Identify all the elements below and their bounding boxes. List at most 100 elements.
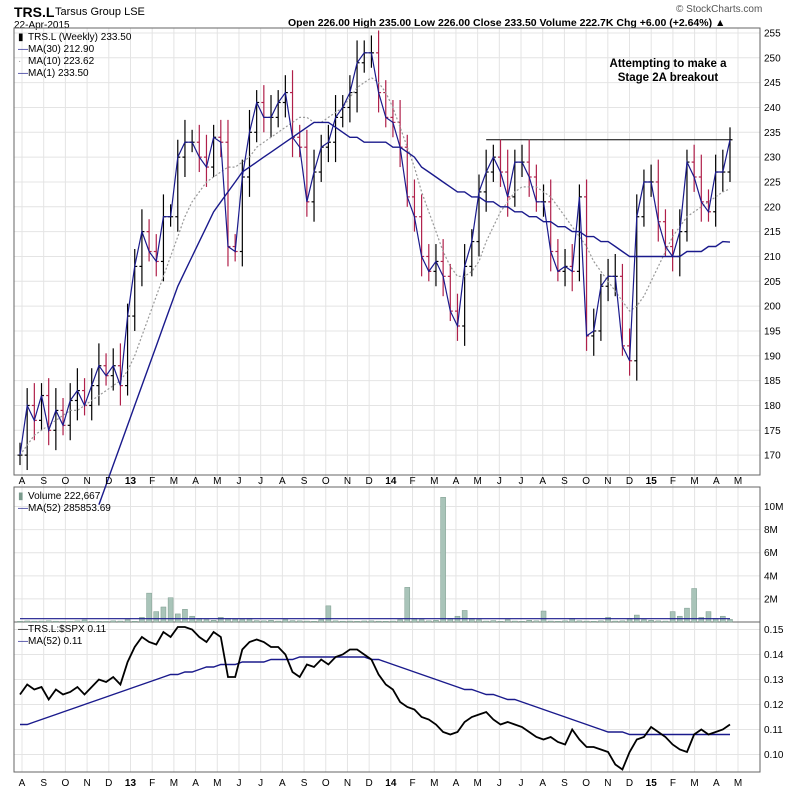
price-tick-label: 220 [764,202,781,213]
price-bar [282,75,288,118]
price-tick-label: 235 [764,128,781,139]
x-tick-label: D [366,778,373,789]
volume-bar [139,617,145,623]
x-tick-label: S [40,476,47,487]
legend-main: ▮ TRS.L (Weekly) 233.50 [18,32,132,43]
volume-bar [648,620,654,623]
price-tick-label: 190 [764,351,781,362]
volume-bars-icon: ▮ [18,491,24,502]
x-tick-label: A [19,778,26,789]
price-bar [713,154,719,227]
volume-bar [490,620,497,623]
x-tick-label: O [582,778,590,789]
volume-bar [619,620,626,623]
price-bar [24,388,30,471]
price-bar [160,194,166,282]
volume-bar [669,611,676,623]
volume-tick-label: 2M [764,594,778,605]
axis-labels: A A S S O O N N D D 13 13 F F M M A A M M J J J J A A S S O O N N D D 14 14… [19,28,784,789]
ratio-tick-label: 0.11 [764,725,783,736]
price-bar [426,244,432,282]
x-tick-label: F [670,476,676,487]
ratio-line [19,626,731,771]
price-bar [698,154,704,222]
x-tick-label: 15 [646,778,658,789]
price-tick-label: 195 [764,326,781,337]
price-bar [31,383,37,441]
quote-text: Open 226.00 High 235.00 Low 226.00 Close… [288,17,713,29]
x-tick-label: F [670,778,676,789]
price-bar [490,144,496,182]
price-bar [46,378,52,446]
price-bar [254,90,260,143]
x-tick-label: J [519,778,524,789]
price-bar [139,209,145,287]
ticker-symbol: TRS.L [14,4,55,20]
volume-bar [605,617,611,623]
volume-bar [497,621,504,623]
ratio-ma-line [20,656,730,736]
legend-ma30: —MA(30) 212.90 [18,44,95,55]
price-bar [519,144,525,177]
volume-bar [476,619,482,623]
volume-bar [38,620,45,623]
x-tick-label: O [322,476,330,487]
volume-bar [261,620,267,623]
volume-bar [124,619,131,623]
volume-bar [598,620,604,623]
volume-bar [153,611,160,623]
price-bar [318,134,324,182]
stockcharts-brand[interactable]: © StockCharts.com [676,4,763,15]
price-tick-label: 255 [764,28,781,39]
volume-bar [268,620,274,623]
ratio-panel [19,626,731,771]
volume-bar [160,606,167,623]
volume-bar [483,620,489,623]
volume-bar [218,617,224,623]
price-bar [512,149,518,207]
x-tick-label: J [236,778,241,789]
x-tick-label: M [734,778,742,789]
x-tick-label: M [473,476,481,487]
x-tick-label: N [604,476,611,487]
panel-frame-0 [13,27,761,476]
price-bar [132,249,138,331]
volume-bar [375,620,382,623]
volume-bar [504,619,511,623]
price-tick-label: 215 [764,227,781,238]
x-tick-label: M [690,778,698,789]
price-tick-label: 205 [764,277,781,288]
price-bar [153,234,159,277]
volume-bar [96,621,102,623]
price-bar [641,169,647,227]
volume-bar [519,621,525,623]
ratio-tick-label: 0.14 [764,650,784,661]
volume-bar [691,588,697,623]
x-tick-label: M [213,778,221,789]
x-tick-label: A [192,476,199,487]
price-tick-label: 230 [764,153,781,164]
x-tick-label: S [561,778,568,789]
price-panel [17,30,733,506]
x-tick-label: 15 [646,476,658,487]
volume-bar [655,620,662,623]
x-tick-label: M [734,476,742,487]
x-tick-label: A [539,778,546,789]
price-bar [526,139,532,197]
volume-bar [540,610,547,623]
volume-bar [60,621,66,623]
price-bar [361,40,367,73]
x-tick-label: N [344,476,351,487]
x-tick-label: M [213,476,221,487]
volume-bar [533,620,540,623]
x-tick-label: N [83,778,90,789]
volume-bar [547,620,554,623]
volume-tick-label: 6M [764,548,778,559]
panel-frame-2 [13,621,761,773]
x-tick-label: J [258,778,263,789]
x-tick-label: M [473,778,481,789]
x-tick-label: F [149,778,155,789]
volume-bar [146,592,152,623]
volume-bar [576,620,583,623]
x-tick-label: J [258,476,263,487]
